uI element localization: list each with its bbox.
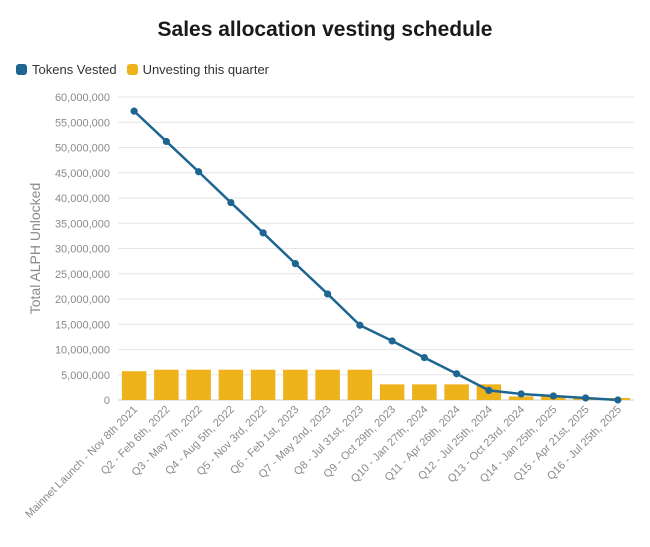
legend-item-tokens-vested[interactable]: Tokens Vested bbox=[16, 62, 117, 77]
y-tick-label: 60,000,000 bbox=[55, 92, 110, 104]
legend: Tokens Vested Unvesting this quarter bbox=[16, 62, 279, 77]
point-tokens-vested[interactable] bbox=[195, 168, 203, 176]
chart-title: Sales allocation vesting schedule bbox=[157, 18, 493, 41]
y-tick-label: 40,000,000 bbox=[55, 193, 110, 205]
bar-unvesting[interactable] bbox=[250, 369, 276, 400]
y-tick-label: 25,000,000 bbox=[55, 269, 110, 281]
y-tick-label: 35,000,000 bbox=[55, 218, 110, 230]
point-tokens-vested[interactable] bbox=[324, 290, 332, 298]
point-tokens-vested[interactable] bbox=[614, 396, 622, 404]
line-tokens-vested bbox=[133, 110, 618, 402]
bar-unvesting[interactable] bbox=[186, 369, 211, 400]
point-tokens-vested[interactable] bbox=[582, 394, 590, 402]
point-tokens-vested[interactable] bbox=[453, 370, 461, 378]
bar-unvesting[interactable] bbox=[154, 369, 179, 400]
y-tick-label: 20,000,000 bbox=[55, 294, 110, 306]
point-tokens-vested[interactable] bbox=[388, 337, 396, 345]
bar-unvesting[interactable] bbox=[315, 369, 340, 400]
point-tokens-vested[interactable] bbox=[517, 390, 525, 398]
y-tick-label: 45,000,000 bbox=[55, 168, 110, 180]
point-tokens-vested[interactable] bbox=[259, 229, 267, 237]
legend-item-unvesting[interactable]: Unvesting this quarter bbox=[126, 62, 270, 77]
x-tick-label: Mainnet Launch - Nov 8th 2021 bbox=[23, 404, 140, 521]
bar-unvesting[interactable] bbox=[444, 384, 469, 400]
legend-label-tokens-vested: Tokens Vested bbox=[32, 62, 117, 77]
point-tokens-vested[interactable] bbox=[291, 260, 299, 268]
bar-unvesting[interactable] bbox=[218, 369, 244, 400]
point-tokens-vested[interactable] bbox=[130, 107, 138, 115]
bar-unvesting[interactable] bbox=[379, 384, 405, 400]
legend-label-unvesting: Unvesting this quarter bbox=[142, 62, 270, 77]
y-tick-label: 50,000,000 bbox=[55, 143, 110, 155]
point-tokens-vested[interactable] bbox=[162, 137, 170, 146]
point-tokens-vested[interactable] bbox=[227, 198, 235, 207]
legend-swatch-unvesting bbox=[126, 64, 138, 75]
y-tick-label: 0 bbox=[104, 395, 110, 407]
legend-swatch-tokens-vested bbox=[16, 64, 27, 75]
point-tokens-vested[interactable] bbox=[485, 386, 493, 395]
y-tick-label: 30,000,000 bbox=[55, 244, 110, 256]
bar-unvesting[interactable] bbox=[121, 371, 147, 400]
bar-unvesting[interactable] bbox=[508, 396, 534, 400]
y-axis-label: Total ALPH Unlocked bbox=[27, 183, 43, 315]
y-tick-label: 10,000,000 bbox=[55, 345, 110, 357]
y-tick-label: 15,000,000 bbox=[55, 319, 110, 331]
y-tick-label: 55,000,000 bbox=[55, 117, 110, 129]
y-tick-label: 5,000,000 bbox=[61, 370, 110, 382]
point-tokens-vested[interactable] bbox=[420, 353, 428, 362]
bar-unvesting[interactable] bbox=[412, 384, 437, 400]
bar-unvesting[interactable] bbox=[283, 369, 308, 400]
point-tokens-vested[interactable] bbox=[549, 392, 557, 400]
bar-unvesting[interactable] bbox=[347, 369, 373, 400]
point-tokens-vested[interactable] bbox=[356, 321, 364, 329]
